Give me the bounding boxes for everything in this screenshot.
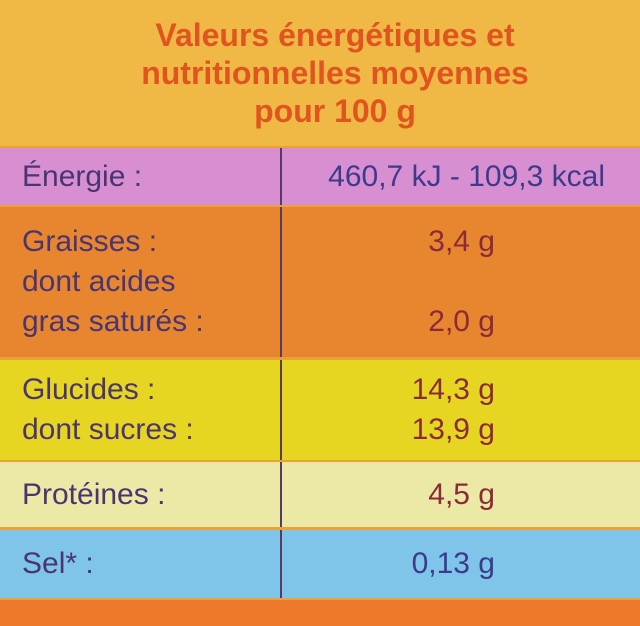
column-divider: [280, 207, 282, 357]
nutrient-label: Énergie :: [22, 159, 143, 193]
header: Valeurs énergétiques et nutritionnelles m…: [0, 0, 640, 146]
column-divider: [280, 530, 282, 598]
title-line: pour 100 g: [254, 93, 416, 129]
nutrient-value: 2,0 g: [428, 305, 495, 338]
table-row: Glucides : 14,3 g dont sucres : 13,9 g: [0, 360, 640, 460]
table-line: dont acides: [0, 262, 640, 302]
column-divider: [280, 360, 282, 460]
nutrient-value: 14,3 g: [411, 373, 495, 406]
nutrient-value: 0,13 g: [411, 547, 495, 580]
table-row: Énergie : 460,7 kJ - 109,3 kcal: [0, 148, 640, 205]
table-line: gras saturés : 2,0 g: [0, 302, 640, 342]
nutrient-value: 4,5 g: [428, 477, 495, 511]
column-divider: [280, 148, 282, 205]
table-row: Graisses : 3,4 g dont acides gras saturés :…: [0, 207, 640, 357]
title-line: Valeurs énergétiques et: [155, 17, 515, 53]
bottom-strip: [0, 600, 640, 626]
nutrient-label: gras saturés :: [22, 305, 204, 338]
nutrient-label: Glucides :: [22, 373, 156, 406]
nutrient-value: 460,7 kJ - 109,3 kcal: [328, 159, 605, 193]
nutrient-label: dont sucres :: [22, 413, 194, 446]
table-line: Glucides : 14,3 g: [0, 370, 640, 410]
nutrient-label: Sel* :: [22, 547, 94, 580]
column-divider: [280, 462, 282, 527]
table-line: Graisses : 3,4 g: [0, 222, 640, 262]
nutrient-label: Graisses :: [22, 225, 158, 258]
nutrient-label: dont acides: [22, 265, 176, 298]
table-row: Protéines : 4,5 g: [0, 462, 640, 527]
table-line: dont sucres : 13,9 g: [0, 410, 640, 450]
nutrient-value: 3,4 g: [428, 225, 495, 258]
nutrient-label: Protéines :: [22, 477, 166, 511]
table-line: Énergie : 460,7 kJ - 109,3 kcal: [0, 157, 640, 197]
title-line: nutritionnelles moyennes: [141, 55, 529, 91]
table-row: Sel* : 0,13 g: [0, 530, 640, 598]
table-line: Protéines : 4,5 g: [0, 475, 640, 515]
table-line: Sel* : 0,13 g: [0, 544, 640, 584]
nutrient-value: 13,9 g: [411, 413, 495, 446]
